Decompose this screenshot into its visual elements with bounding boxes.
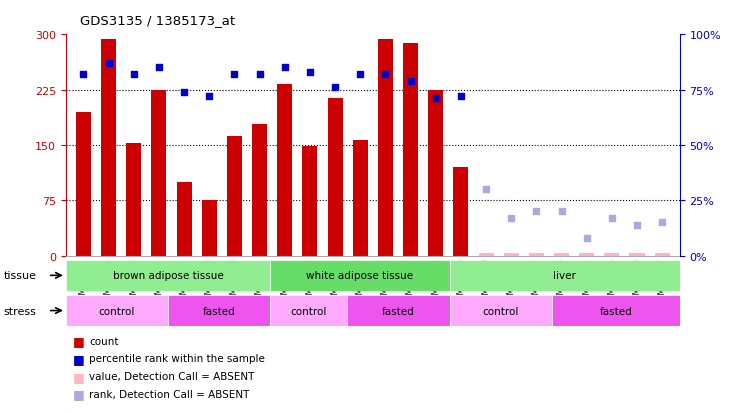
Bar: [579, 254, 594, 256]
Bar: [504, 254, 519, 256]
Text: brown adipose tissue: brown adipose tissue: [113, 271, 224, 281]
Bar: [352, 140, 368, 256]
Bar: [277, 84, 292, 256]
Point: [581, 235, 593, 242]
Bar: [403, 44, 418, 256]
Text: ■: ■: [73, 387, 85, 401]
Point: [606, 215, 618, 222]
Bar: [629, 254, 645, 256]
Bar: [176, 183, 192, 256]
Bar: [453, 168, 469, 256]
Point: [405, 78, 417, 85]
Text: control: control: [482, 306, 519, 316]
Point: [229, 71, 240, 78]
Text: percentile rank within the sample: percentile rank within the sample: [89, 354, 265, 363]
Bar: [554, 254, 569, 256]
Bar: [101, 40, 116, 256]
Bar: [529, 254, 544, 256]
Point: [556, 209, 567, 215]
Text: ■: ■: [73, 334, 85, 347]
Bar: [450, 295, 552, 326]
Point: [455, 94, 466, 100]
Point: [379, 71, 391, 78]
Point: [279, 65, 291, 71]
Bar: [450, 260, 680, 291]
Text: tissue: tissue: [4, 271, 37, 281]
Bar: [202, 201, 217, 256]
Point: [656, 220, 668, 226]
Point: [355, 71, 366, 78]
Text: control: control: [291, 306, 327, 316]
Bar: [303, 147, 317, 256]
Point: [480, 186, 492, 193]
Text: rank, Detection Call = ABSENT: rank, Detection Call = ABSENT: [89, 389, 249, 399]
Text: value, Detection Call = ABSENT: value, Detection Call = ABSENT: [89, 371, 254, 381]
Point: [178, 89, 190, 96]
Bar: [126, 144, 141, 256]
Bar: [270, 295, 347, 326]
Text: control: control: [99, 306, 135, 316]
Bar: [66, 295, 168, 326]
Point: [430, 96, 442, 102]
Point: [304, 69, 316, 76]
Bar: [428, 90, 443, 256]
Bar: [270, 260, 450, 291]
Bar: [66, 260, 270, 291]
Text: ■: ■: [73, 352, 85, 365]
Point: [153, 65, 164, 71]
Text: white adipose tissue: white adipose tissue: [306, 271, 414, 281]
Point: [531, 209, 542, 215]
Point: [254, 71, 265, 78]
Point: [505, 215, 517, 222]
Text: liver: liver: [553, 271, 576, 281]
Point: [77, 71, 89, 78]
Text: ■: ■: [73, 370, 85, 383]
Bar: [655, 254, 670, 256]
Point: [128, 71, 140, 78]
Point: [329, 85, 341, 91]
Bar: [605, 254, 619, 256]
Bar: [552, 295, 680, 326]
Bar: [252, 125, 267, 256]
Point: [631, 222, 643, 228]
Text: fasted: fasted: [203, 306, 235, 316]
Text: count: count: [89, 336, 118, 346]
Bar: [168, 295, 270, 326]
Point: [103, 61, 115, 67]
Text: fasted: fasted: [599, 306, 632, 316]
Bar: [347, 295, 450, 326]
Text: stress: stress: [4, 306, 37, 316]
Bar: [151, 90, 167, 256]
Text: GDS3135 / 1385173_at: GDS3135 / 1385173_at: [80, 14, 235, 27]
Point: [203, 94, 215, 100]
Bar: [378, 40, 393, 256]
Text: fasted: fasted: [382, 306, 414, 316]
Bar: [227, 137, 242, 256]
Bar: [76, 112, 91, 256]
Bar: [327, 99, 343, 256]
Bar: [479, 254, 493, 256]
